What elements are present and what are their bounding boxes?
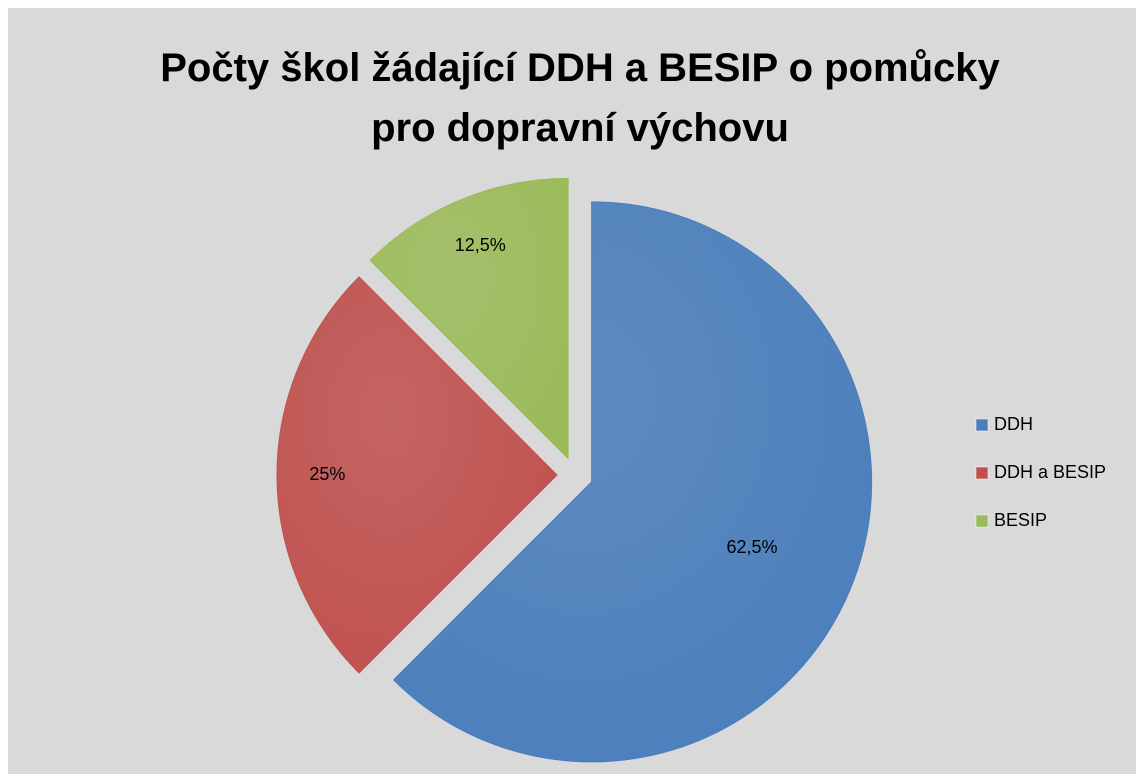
legend-label: DDH a BESIP [994,462,1106,482]
legend-swatch [975,514,989,528]
legend-label: BESIP [994,510,1047,530]
pie-slice [369,177,569,460]
legend-swatch [975,466,989,480]
legend-label: DDH [994,414,1033,434]
pie-slice [392,201,873,763]
legend-swatch [975,418,989,432]
data-label: 62,5% [726,537,777,557]
data-label: 12,5% [455,235,506,255]
pie-slice [276,276,558,674]
chart-title: Počty škol žádající DDH a BESIP o pomůck… [160,46,1000,150]
data-label: 25% [309,464,345,484]
